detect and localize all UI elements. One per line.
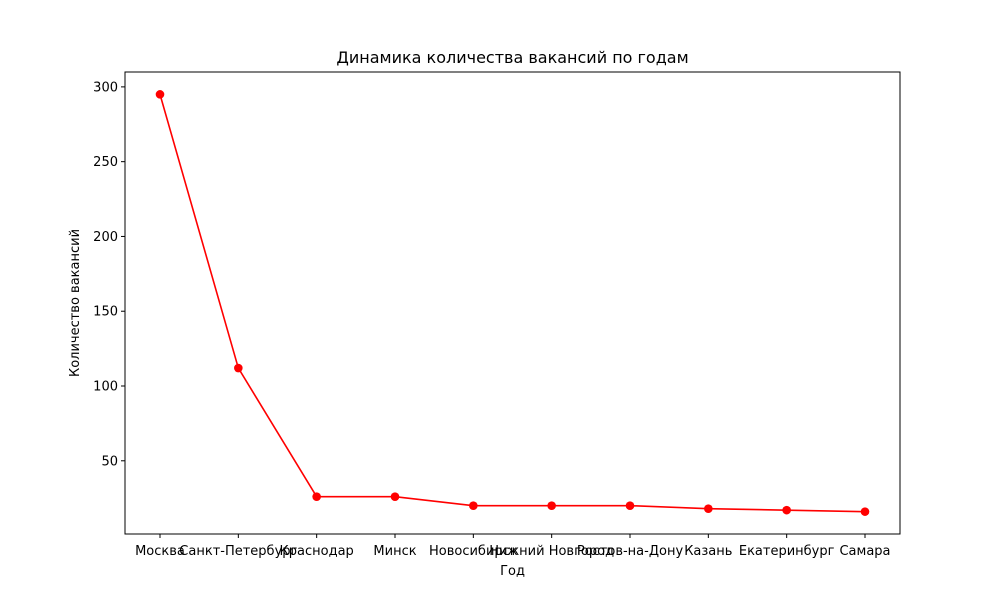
data-point bbox=[155, 90, 165, 99]
data-point bbox=[469, 501, 478, 510]
data-point bbox=[312, 492, 321, 501]
x-tick-label: Казань bbox=[684, 544, 732, 559]
y-tick-label: 200 bbox=[93, 230, 118, 245]
x-tick-label: Минск bbox=[373, 544, 416, 559]
data-point bbox=[390, 492, 400, 501]
series-line bbox=[159, 94, 866, 513]
y-tick-label: 150 bbox=[93, 305, 118, 320]
x-tick-label: Самара bbox=[839, 544, 890, 559]
y-axis-label: Количество вакансий bbox=[68, 229, 83, 377]
y-tick-label: 100 bbox=[93, 380, 118, 395]
y-tick-label: 50 bbox=[101, 454, 118, 469]
data-point bbox=[782, 505, 791, 515]
x-axis-label: Год bbox=[500, 564, 525, 579]
data-point bbox=[625, 501, 635, 510]
x-tick-label: Нижний Новгород bbox=[489, 544, 614, 559]
data-point bbox=[234, 363, 243, 373]
x-tick-label: Ростов-на-Дону bbox=[577, 544, 684, 559]
plot-frame bbox=[124, 71, 901, 535]
data-point bbox=[704, 504, 713, 513]
y-axis-ticks: 50 100 150 200 250 300 bbox=[93, 80, 125, 469]
x-tick-label: Москва bbox=[135, 544, 185, 559]
chart-title: Динамика количества вакансий по годам bbox=[336, 48, 688, 67]
x-tick-label: Краснодар bbox=[280, 544, 354, 559]
y-tick-label: 250 bbox=[93, 155, 118, 170]
x-tick-label: Санкт-Петербург bbox=[179, 544, 297, 559]
x-tick-label: Новосибирск bbox=[429, 544, 518, 559]
data-point bbox=[547, 501, 556, 510]
data-point bbox=[860, 507, 870, 516]
series-layer bbox=[155, 90, 870, 516]
x-tick-label: Екатеринбург bbox=[739, 544, 835, 559]
y-tick-label: 300 bbox=[93, 80, 118, 95]
